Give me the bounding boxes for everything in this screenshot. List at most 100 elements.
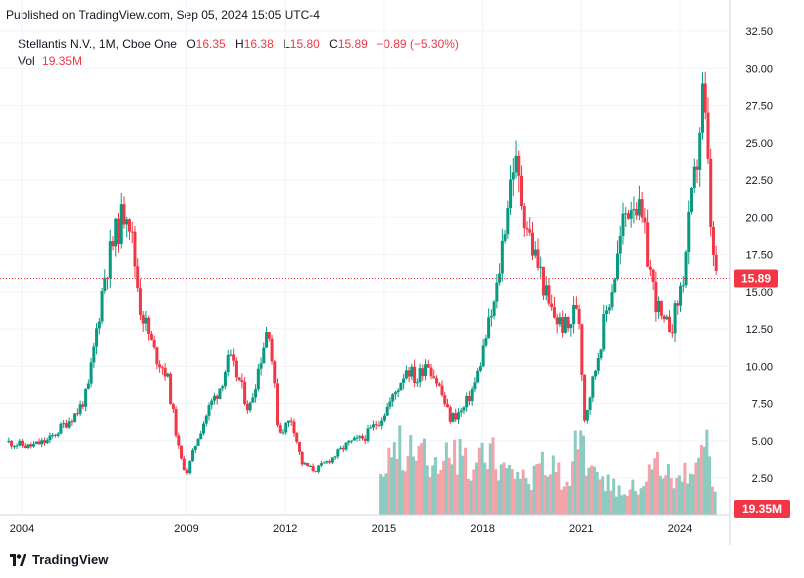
candle-body	[40, 440, 44, 445]
price-candles	[7, 71, 718, 475]
candle-body	[347, 440, 351, 443]
candle-body	[481, 345, 485, 367]
candle-body	[276, 383, 280, 426]
x-axis[interactable]: 2004 2009 2012 2015 2018 2021 2024	[10, 523, 692, 535]
volume-bar	[590, 465, 594, 515]
candle-body	[371, 424, 375, 428]
candle-body	[555, 317, 559, 325]
candle-body	[127, 219, 131, 232]
volume-bar	[557, 462, 561, 515]
candle-body	[681, 285, 685, 287]
volume-bar	[447, 457, 451, 515]
x-tick-label: 2015	[372, 523, 396, 535]
volume-bar	[664, 475, 668, 515]
volume-bar	[384, 473, 388, 515]
volume-bar	[601, 476, 605, 515]
candle-body	[141, 314, 145, 324]
volume-bar	[581, 435, 585, 515]
volume-bar	[705, 429, 709, 515]
volume-bar	[565, 481, 569, 515]
last-price-text: 15.89	[741, 271, 771, 285]
volume-bar	[653, 458, 657, 515]
candle-body	[232, 354, 236, 361]
candle-body	[330, 457, 334, 463]
candle-body	[300, 451, 304, 465]
candle-body	[317, 465, 321, 472]
y-tick-label: 7.50	[752, 399, 773, 411]
candle-body	[207, 405, 211, 416]
candle-body	[654, 282, 658, 313]
volume-bar	[431, 465, 435, 515]
candle-body	[73, 413, 77, 423]
candle-body	[48, 435, 52, 441]
candle-body	[70, 421, 74, 423]
candle-body	[462, 407, 466, 411]
volume-bar	[483, 462, 487, 515]
volume-bar	[529, 489, 533, 515]
candle-body	[552, 307, 556, 318]
volume-bar	[464, 447, 468, 515]
brand-name: TradingView	[32, 552, 109, 567]
candle-body	[322, 462, 326, 464]
candle-body	[325, 461, 329, 463]
candle-body	[78, 404, 82, 414]
candle-body	[308, 465, 312, 467]
candle-body	[574, 305, 578, 309]
candle-body	[89, 362, 93, 384]
candle-body	[391, 394, 395, 402]
candle-body	[528, 229, 532, 233]
last-volume-text: 19.35M	[742, 502, 782, 516]
volume-bar	[568, 485, 572, 515]
candle-body	[659, 300, 663, 316]
candle-body	[34, 441, 38, 444]
volume-bar	[658, 475, 662, 515]
candle-body	[407, 370, 411, 377]
candle-body	[451, 413, 455, 422]
volume-bar	[639, 488, 643, 515]
volume-bar	[623, 494, 627, 515]
candle-body	[136, 266, 140, 289]
volume-bar	[505, 468, 509, 515]
candle-body	[59, 423, 63, 434]
volume-bar	[688, 473, 692, 515]
legend-close-label: C	[329, 37, 338, 51]
volume-bar	[398, 425, 402, 515]
x-tick-label: 2012	[273, 523, 297, 535]
candle-body	[163, 367, 167, 377]
volume-bar	[401, 470, 405, 515]
volume-bars	[379, 425, 717, 515]
volume-bar	[480, 442, 484, 515]
candle-body	[75, 413, 79, 415]
volume-bar	[713, 491, 717, 515]
candle-body	[454, 413, 458, 420]
volume-bar	[562, 486, 566, 515]
tradingview-logo-icon	[10, 553, 26, 566]
y-tick-label: 12.50	[745, 324, 773, 336]
tradingview-brand[interactable]: TradingView	[10, 552, 108, 567]
candle-body	[311, 465, 315, 471]
candle-body	[484, 338, 488, 346]
candle-body	[602, 313, 606, 350]
legend-high-value: 16.38	[243, 37, 274, 51]
candle-body	[251, 397, 255, 403]
candle-body	[254, 389, 258, 398]
candle-body	[629, 210, 633, 219]
y-axis[interactable]: 32.50 30.00 27.50 25.00 22.50 20.00 17.50 15.00…	[745, 26, 773, 485]
candle-body	[119, 204, 123, 245]
candle-body	[563, 316, 567, 333]
volume-bar	[656, 451, 660, 515]
volume-bar	[387, 447, 391, 515]
y-tick-label: 2.50	[752, 473, 773, 485]
candle-body	[473, 382, 477, 390]
volume-bar	[414, 460, 418, 515]
candle-body	[361, 436, 365, 439]
candle-body	[259, 363, 263, 369]
volume-bar	[466, 478, 470, 515]
volume-bar	[450, 464, 454, 515]
volume-bar	[587, 467, 591, 515]
candle-body	[114, 218, 118, 247]
legend-symbol[interactable]: Stellantis N.V., 1M, Cboe One	[18, 37, 177, 51]
volume-bar	[422, 438, 426, 515]
candle-body	[692, 166, 696, 188]
